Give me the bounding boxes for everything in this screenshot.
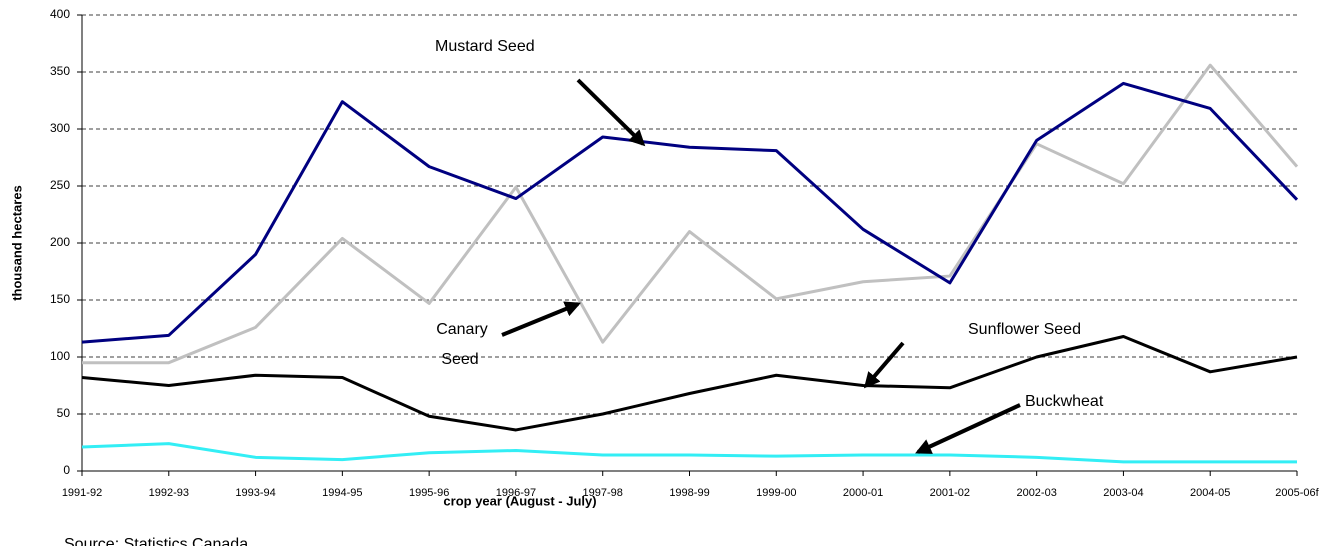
x-tick-label: 2000-01 xyxy=(843,487,883,499)
series-label: Sunflower Seed xyxy=(968,321,1081,338)
arrow xyxy=(915,403,1021,454)
series-line xyxy=(81,81,1299,344)
arrow xyxy=(501,301,581,337)
y-axis-label: thousand hectares xyxy=(9,185,24,301)
y-tick-label: 350 xyxy=(50,64,70,78)
series-label: Buckwheat xyxy=(1025,393,1104,410)
x-tick-label: 2001-02 xyxy=(930,487,970,499)
y-tick-label: 400 xyxy=(50,7,70,21)
x-tick-label: 1998-99 xyxy=(669,487,709,499)
x-tick-label: 1996-97 xyxy=(496,487,536,499)
y-tick-label: 250 xyxy=(50,178,70,192)
source: Source: Statistics Canada xyxy=(64,536,248,546)
x-tick-label: 2003-04 xyxy=(1103,487,1143,499)
series-line xyxy=(82,63,1299,365)
y-tick-label: 300 xyxy=(50,121,70,135)
x-tick-label: 1992-93 xyxy=(149,487,189,499)
series-line xyxy=(81,334,1298,432)
series-label: Mustard Seed xyxy=(435,38,535,55)
x-tick-label: 1993-94 xyxy=(235,487,275,499)
y-tick-label: 0 xyxy=(63,463,70,477)
series-line xyxy=(81,442,1297,464)
x-tick-label: 2004-05 xyxy=(1190,487,1230,499)
x-tick-label: 1991-92 xyxy=(62,487,102,499)
x-tick-label: 2005-06f xyxy=(1275,487,1319,499)
x-tick-label: 1997-98 xyxy=(583,487,623,499)
x-tick-label: 1995-96 xyxy=(409,487,449,499)
y-tick-label: 200 xyxy=(50,235,70,249)
series-label: Canary Seed xyxy=(436,321,488,368)
y-tick-label: 100 xyxy=(50,349,70,363)
arrow xyxy=(576,78,646,147)
y-tick-label: 50 xyxy=(57,406,71,420)
x-axis-label: crop year (August - July) xyxy=(443,493,596,508)
x-tick-label: 2002-03 xyxy=(1016,487,1056,499)
x-tick-label: 1994-95 xyxy=(322,487,362,499)
y-tick-label: 150 xyxy=(50,292,70,306)
x-tick-label: 1999-00 xyxy=(756,487,796,499)
arrow xyxy=(863,341,905,389)
